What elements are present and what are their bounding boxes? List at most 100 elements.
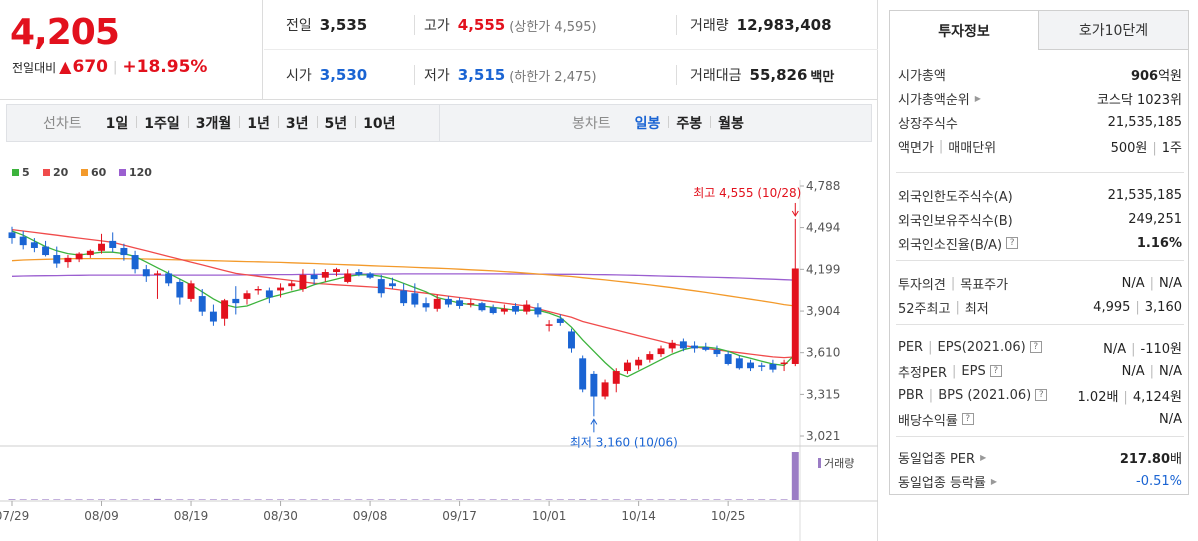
- max-annotation: 최고 4,555 (10/28): [693, 186, 801, 200]
- volume-bar: [769, 499, 777, 500]
- volume-bar: [668, 499, 676, 500]
- per-label: PER | EPS(2021.06)?: [898, 340, 1042, 355]
- candle-body: [489, 307, 497, 314]
- max-arrow-icon: [791, 210, 799, 217]
- candle: [400, 283, 408, 306]
- volume-bar: [176, 499, 184, 500]
- candle-weekly[interactable]: 주봉: [668, 113, 710, 133]
- tab-orderbook-10[interactable]: 호가10단계: [1039, 10, 1189, 50]
- candle-body: [243, 293, 251, 299]
- volume-bar: [612, 499, 620, 500]
- candle-body: [545, 324, 553, 326]
- change-value: 670: [72, 57, 108, 77]
- candle: [467, 298, 475, 308]
- caret-right-icon: ▶: [990, 476, 998, 486]
- amount-unit: 백만: [810, 69, 835, 85]
- candle: [42, 240, 50, 257]
- pbr-value: 1.02배 | 4,124원: [1077, 389, 1182, 405]
- candle-body: [187, 283, 195, 299]
- period-5y[interactable]: 5년: [316, 113, 356, 133]
- period-3m[interactable]: 3개월: [187, 113, 240, 133]
- volume-bar: [422, 499, 430, 500]
- volume-stat: 거래량 12,983,408: [690, 0, 832, 50]
- candle: [545, 320, 553, 332]
- low-price: 저가 3,515 (하한가 2,475): [424, 50, 597, 100]
- stats-divider: [414, 15, 415, 35]
- candle: [209, 304, 217, 326]
- help-icon[interactable]: ?: [1035, 389, 1048, 401]
- per-row: PER | EPS(2021.06)? N/A | -110원: [896, 335, 1184, 359]
- candle-body: [780, 362, 788, 364]
- pbr-label: PBR | BPS (2021.06)?: [898, 388, 1048, 403]
- candle-body: [735, 358, 743, 369]
- candle: [366, 272, 374, 280]
- volume-bar: [243, 499, 251, 500]
- candle-body: [153, 273, 161, 275]
- prev-close-value: 3,535: [319, 16, 368, 34]
- candle-body: [232, 298, 240, 304]
- candle-body: [534, 307, 542, 315]
- help-icon[interactable]: ?: [961, 413, 974, 425]
- x-tick-label: 07/29: [0, 509, 29, 523]
- sector-per-label[interactable]: 동일업종 PER ▶: [898, 451, 987, 467]
- change-row: 전일대비 ▲ 670 | +18.95%: [12, 57, 207, 77]
- candle: [568, 328, 575, 353]
- volume-bar: [623, 499, 631, 500]
- sector-rate-value: -0.51%: [1136, 473, 1182, 489]
- period-1y[interactable]: 1년: [239, 113, 278, 133]
- sector-rate-row: 동일업종 등락률 ▶ -0.51%: [896, 469, 1184, 493]
- candle-body: [64, 257, 72, 263]
- candle-body: [702, 347, 710, 350]
- legend-label-5: 5: [22, 166, 30, 179]
- quote-summary: 4,205 전일대비 ▲ 670 | +18.95% 전일 3,535 고가 4…: [0, 0, 878, 100]
- volume-bar: [165, 499, 173, 500]
- legend-label-20: 20: [53, 166, 69, 179]
- period-10y[interactable]: 10년: [355, 113, 403, 133]
- candle: [109, 232, 117, 253]
- chart-annotations: 최고 4,555 (10/28) 최저 3,160 (10/06): [570, 186, 801, 449]
- period-1d[interactable]: 1일: [105, 116, 129, 132]
- candle: [86, 249, 94, 258]
- volume-bar: [64, 499, 72, 500]
- ma120-line: [11, 273, 796, 281]
- volume-bar: [344, 499, 352, 500]
- candle-body: [657, 348, 665, 355]
- candles: [8, 218, 799, 417]
- foreign-limit-row: 외국인한도주식수(A) 21,535,185: [896, 183, 1184, 207]
- candle: [165, 270, 173, 287]
- dividend-label: 배당수익률?: [898, 410, 974, 429]
- market-cap-rank-label[interactable]: 시가총액순위 ▶: [898, 92, 981, 108]
- help-icon[interactable]: ?: [1006, 237, 1019, 249]
- candle: [489, 304, 497, 315]
- volume-bar: [679, 499, 687, 500]
- ma60-line: [11, 257, 796, 307]
- volume-bar: [30, 499, 38, 500]
- candle: [713, 345, 721, 357]
- foreign-hold-value: 249,251: [1128, 211, 1182, 227]
- period-1w[interactable]: 1주일: [136, 113, 188, 133]
- help-icon[interactable]: ?: [989, 365, 1002, 377]
- chart-legend: 5 20 60 120: [12, 166, 152, 179]
- candle-body: [635, 359, 643, 366]
- sector-rate-label[interactable]: 동일업종 등락률 ▶: [898, 475, 998, 491]
- candle: [456, 297, 464, 309]
- x-tick-label: 08/19: [174, 509, 209, 523]
- candle: [120, 243, 128, 261]
- listed-shares-value: 21,535,185: [1107, 114, 1182, 130]
- est-per-label: 추정PER | EPS?: [898, 362, 1002, 381]
- candle-daily[interactable]: 일봉: [634, 116, 661, 132]
- volume-bar: [333, 499, 340, 500]
- high-value: 4,555: [457, 16, 506, 34]
- sector-per-row: 동일업종 PER ▶ 217.80배: [896, 445, 1184, 469]
- volume-bar: [467, 499, 475, 500]
- help-icon[interactable]: ?: [1029, 341, 1042, 353]
- candle-monthly[interactable]: 월봉: [710, 113, 752, 133]
- volume-bar: [109, 499, 117, 500]
- candle: [344, 269, 352, 284]
- candle-body: [131, 255, 139, 270]
- ma5-line: [11, 230, 796, 378]
- candle-body: [86, 250, 94, 256]
- tab-investment-info[interactable]: 투자정보: [889, 10, 1039, 50]
- y-tick-label: 4,494: [806, 221, 840, 235]
- period-3y[interactable]: 3년: [277, 113, 317, 133]
